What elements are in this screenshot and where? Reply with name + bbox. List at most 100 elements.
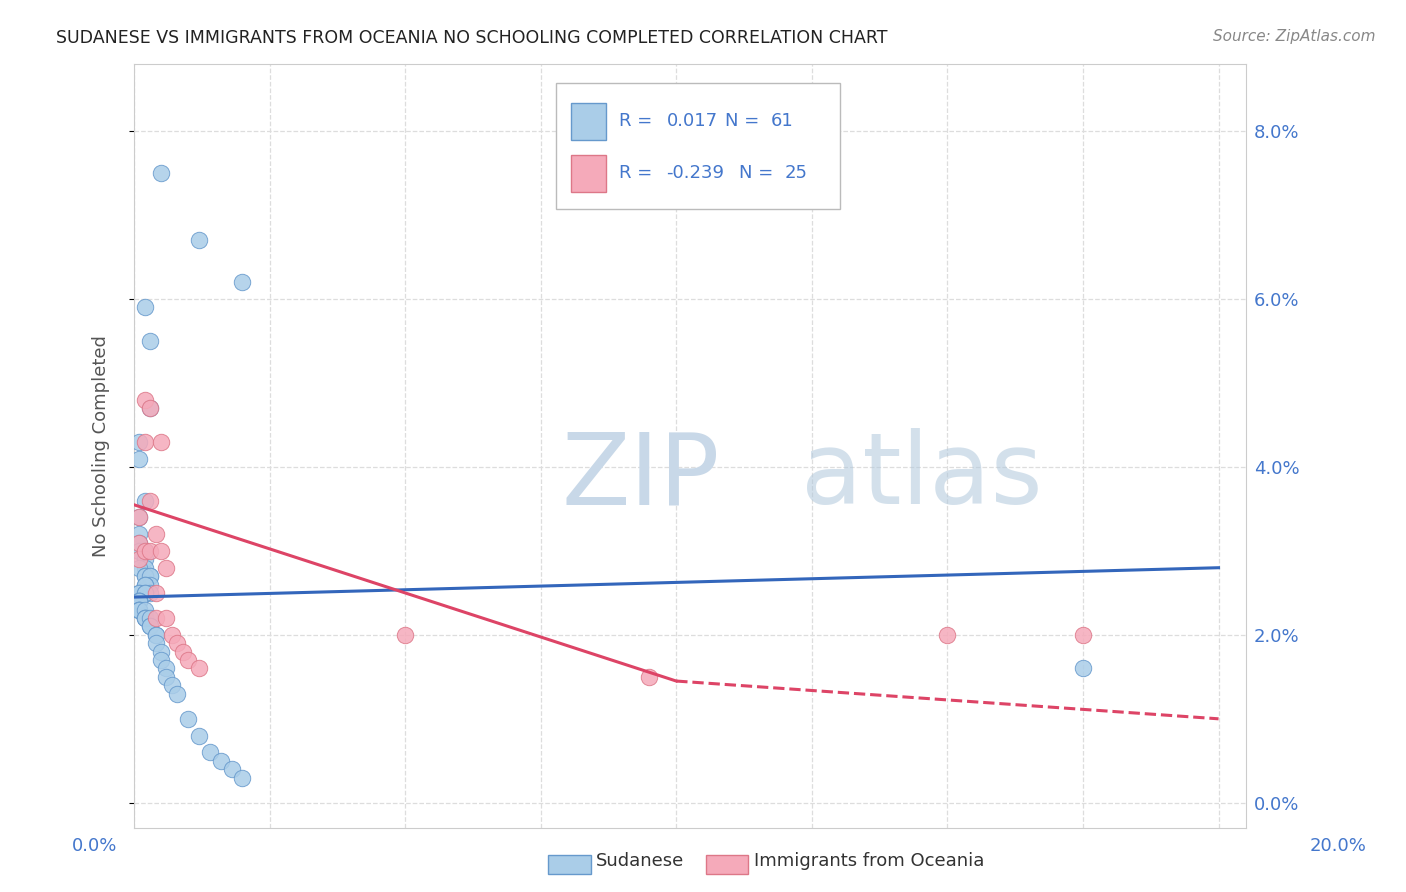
Point [145,586,167,600]
Point [134,611,156,625]
Point [128,560,150,574]
Point [134,577,156,591]
Point [209,754,232,768]
Point [128,527,150,541]
Point [134,569,156,583]
Point [128,451,150,466]
Point [128,535,150,549]
Point [188,233,211,247]
Point [155,560,177,574]
Point [394,628,416,642]
Point [134,611,156,625]
Point [134,586,156,600]
Point [139,619,162,633]
Point [155,661,177,675]
Point [1071,628,1094,642]
Text: Immigrants from Oceania: Immigrants from Oceania [754,852,984,870]
Point [150,166,173,180]
Text: 0.0%: 0.0% [72,837,117,855]
Point [145,628,167,642]
Point [134,544,156,558]
Point [134,301,156,315]
Point [139,544,162,558]
Y-axis label: No Schooling Completed: No Schooling Completed [93,335,110,557]
Text: -0.239: -0.239 [666,164,724,182]
Point [134,560,156,574]
Point [145,611,167,625]
Point [166,636,188,650]
Point [145,628,167,642]
Text: R =: R = [619,164,658,182]
Point [134,544,156,558]
Point [638,670,661,684]
Text: N =: N = [738,164,779,182]
Point [134,552,156,566]
Text: N =: N = [725,112,765,130]
Text: 61: 61 [770,112,794,130]
Text: 25: 25 [785,164,807,182]
Point [128,594,150,608]
Point [150,653,173,667]
Text: 0.017: 0.017 [666,112,717,130]
Point [936,628,959,642]
Point [134,611,156,625]
Text: SUDANESE VS IMMIGRANTS FROM OCEANIA NO SCHOOLING COMPLETED CORRELATION CHART: SUDANESE VS IMMIGRANTS FROM OCEANIA NO S… [56,29,887,46]
Point [134,586,156,600]
Point [177,712,200,726]
Point [150,434,173,449]
Point [134,392,156,407]
FancyBboxPatch shape [571,155,606,192]
Point [139,401,162,416]
Point [1071,661,1094,675]
Text: Source: ZipAtlas.com: Source: ZipAtlas.com [1212,29,1375,44]
Point [128,535,150,549]
FancyBboxPatch shape [557,83,839,210]
Point [134,603,156,617]
Text: 20.0%: 20.0% [1310,837,1367,855]
Point [139,401,162,416]
Point [139,611,162,625]
Point [134,544,156,558]
Point [198,745,221,759]
Point [128,603,150,617]
Point [128,594,150,608]
Point [128,603,150,617]
Point [231,275,253,289]
Point [160,678,183,692]
Point [128,510,150,524]
Point [139,493,162,508]
Text: R =: R = [619,112,658,130]
Point [139,334,162,348]
Point [139,569,162,583]
Point [221,762,243,776]
Point [160,628,183,642]
FancyBboxPatch shape [571,103,606,140]
Point [177,653,200,667]
Point [188,661,211,675]
Point [155,670,177,684]
Point [172,645,194,659]
Point [128,594,150,608]
Point [150,645,173,659]
Point [134,493,156,508]
Point [139,577,162,591]
Text: atlas: atlas [801,428,1043,525]
Point [128,603,150,617]
Point [134,569,156,583]
Point [166,687,188,701]
Text: Sudanese: Sudanese [596,852,685,870]
Point [128,594,150,608]
Point [139,586,162,600]
Point [150,544,173,558]
Point [134,577,156,591]
Point [128,544,150,558]
Point [134,434,156,449]
Point [155,611,177,625]
Point [128,510,150,524]
Point [128,586,150,600]
Point [128,434,150,449]
Point [139,569,162,583]
Point [139,619,162,633]
Point [145,636,167,650]
Point [231,771,253,785]
